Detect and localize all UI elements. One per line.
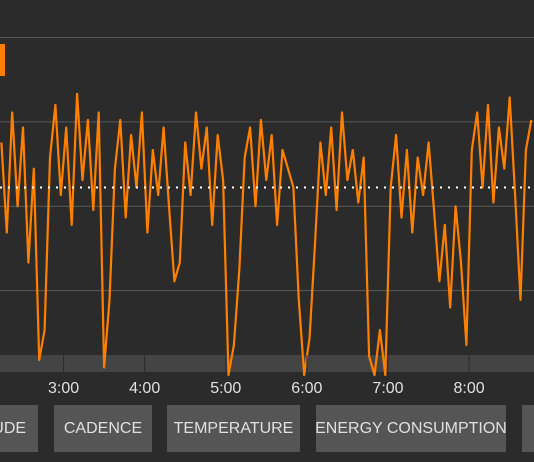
tab-label: ENERGY CONSUMPTION [315,420,507,437]
data-line [0,92,533,377]
x-tick-label: 4:00 [129,380,160,397]
tab-label: ALTITUDE [0,420,26,437]
series-tag [0,44,5,76]
x-tick-label: 5:00 [210,380,241,397]
tab[interactable]: TEMPERATURE [167,405,300,452]
tab-background [316,405,506,452]
tab-background [54,405,152,452]
tab[interactable]: CADENCE [54,405,152,452]
x-tick-label: 6:00 [291,380,322,397]
x-tick-label: 3:00 [48,380,79,397]
x-tick-label: 7:00 [372,380,403,397]
tab[interactable]: ENERGY CONSUMPTION [315,405,507,452]
tab-background [167,405,300,452]
tab[interactable]: ALTITUDE [0,405,38,452]
tab-label: CADENCE [64,420,142,437]
activity-band [0,355,534,372]
tab-partial[interactable] [522,405,534,452]
tab-background [0,405,38,452]
tab-label: TEMPERATURE [174,420,294,437]
x-tick-label: 8:00 [454,380,485,397]
